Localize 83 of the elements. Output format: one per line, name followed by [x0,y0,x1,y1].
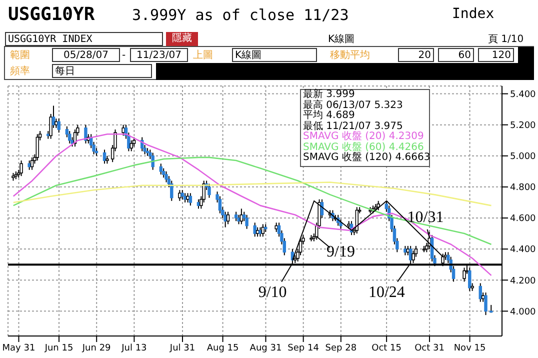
candlestick [462,267,466,282]
candlestick [180,190,184,200]
text: 60 [438,48,474,62]
candlestick [224,211,227,228]
candlestick [218,196,222,214]
candlestick [186,192,190,203]
x-tick-label: Oct 31 [414,343,444,354]
x-tick-label: Jun 15 [44,343,74,354]
candlestick [274,222,278,232]
y-tick-label: 4.000 [510,307,536,318]
text: 頁 1/10 [488,33,524,46]
y-tick-label: 5.400 [510,90,536,100]
text: 上圖 [193,49,213,62]
candlestick [404,245,407,256]
candlestick [484,292,488,316]
candlestick [164,170,168,183]
annotation: SMAVG 收盤 (60) 4.4266 [303,142,424,152]
annotation: 9/19 [326,244,355,261]
y-tick-label: 4.400 [510,245,536,256]
candlestick [122,124,125,136]
annotation: 10/24 [368,284,405,302]
annotation: 10/31 [407,209,444,226]
candlestick [261,224,265,238]
candlestick [68,130,72,144]
y-tick-label: 4.800 [510,183,536,194]
x-tick-label: Sep 28 [325,343,357,354]
line-series [12,182,492,206]
candlestick [36,134,40,162]
text: USGG10YR INDEX [5,32,163,46]
candlestick [84,124,88,144]
annotation: 平均 4.689 [303,110,355,121]
candlestick [102,149,106,164]
candlestick [339,219,342,230]
x-tick-label: Nov 15 [454,343,486,354]
annotation: 最低 11/21/07 3.975 [303,120,403,132]
annotation: 9/10 [258,284,287,302]
y-tick-label: 4.600 [510,214,536,224]
y-tick-label: 5.000 [510,152,536,162]
y-tick-label: 5.200 [510,121,536,132]
x-tick-label: Jun 29 [81,343,112,354]
text: K線圖 [328,33,355,46]
text: 11/23/07 [130,48,188,62]
candlestick [30,156,34,170]
y-tick-label: 4.200 [510,276,536,286]
chart-subtitle: 3.999Y as of close 11/23 [132,6,349,24]
text: 120 [478,48,514,62]
text: 範圍 [10,49,30,62]
candlestick [245,214,248,230]
candlestick [226,211,230,225]
annotation: SMAVG 收盤 (20) 4.2309 [303,131,424,142]
x-tick-label: Jul 31 [168,343,196,354]
x-tick-label: Oct 15 [372,343,402,354]
text: 每日 [52,64,152,78]
candlestick [468,267,472,292]
candlestick [188,192,192,206]
text: K線圖 [232,48,317,62]
candlestick [20,160,23,177]
candlestick [151,152,154,170]
candlestick [57,118,60,134]
annotation: 最高 06/13/07 5.323 [303,100,403,110]
text: 頻率 [10,65,30,78]
candlestick [208,183,211,198]
x-tick-label: May 31 [2,343,36,354]
x-tick-label: Aug 31 [250,343,282,354]
x-tick-label: Jul 13 [120,343,147,354]
annotation: 最新 3.999 [303,89,355,100]
candlestick [258,226,262,238]
x-tick-label: Sep 14 [288,343,320,354]
candlestick [130,140,133,152]
x-tick-label: Aug 15 [206,343,239,354]
text: - [122,49,126,62]
text: 隱藏 [166,32,198,46]
text: 移動平均 [330,49,370,62]
candlestick [234,211,238,222]
chart-title: USGG10YR [8,4,95,25]
candlestick [132,136,136,148]
candlestick [162,168,166,178]
text: 05/28/07 [52,48,120,62]
candlestick [28,160,31,170]
text: 20 [398,48,434,62]
candlestick [178,190,182,202]
text: Index [452,6,494,22]
candlestick [159,163,163,176]
